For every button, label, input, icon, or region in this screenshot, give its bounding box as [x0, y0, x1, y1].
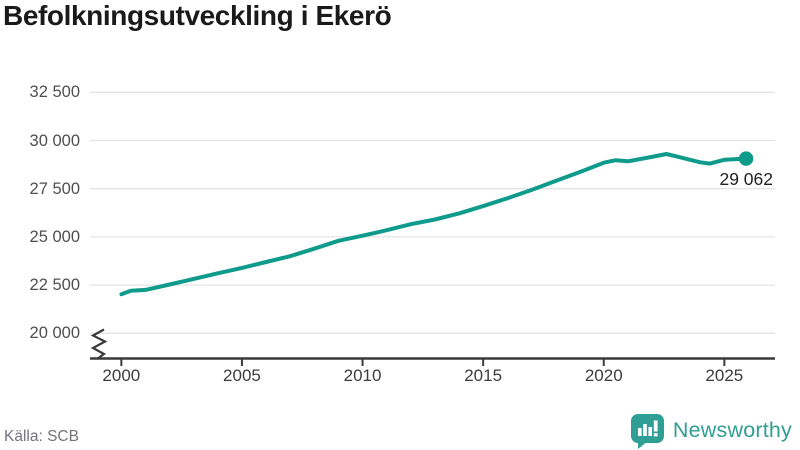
x-axis-tick-label: 2010: [343, 366, 382, 385]
last-value-annotation: 29 062: [719, 169, 773, 189]
y-axis-tick-label: 32 500: [29, 83, 80, 102]
x-axis-tick-label: 2025: [705, 366, 744, 385]
y-axis-tick-label: 25 000: [29, 227, 80, 246]
chart-title: Befolkningsutveckling i Ekerö: [3, 0, 392, 31]
y-axis-tick-label: 30 000: [29, 131, 80, 150]
newsworthy-wordmark: Newsworthy: [672, 418, 792, 442]
x-axis-tick-label: 2000: [102, 366, 141, 385]
population-line-series: [119, 152, 749, 297]
end-point-marker: [738, 151, 754, 166]
x-axis-tick-label: 2020: [584, 366, 623, 385]
newsworthy-bubble-chart-icon: [630, 414, 664, 449]
y-axis-tick-label: 22 500: [29, 276, 80, 295]
source-attribution: Källa: SCB: [4, 428, 79, 445]
x-axis-tick-label: 2005: [223, 366, 261, 385]
axis-break-zigzag: [90, 328, 108, 360]
newsworthy-logo[interactable]: Newsworthy: [629, 411, 792, 449]
x-axis-tick-label: 2015: [464, 366, 503, 385]
y-axis-tick-label: 20 000: [29, 324, 80, 343]
y-axis-tick-label: 27 500: [29, 179, 80, 198]
